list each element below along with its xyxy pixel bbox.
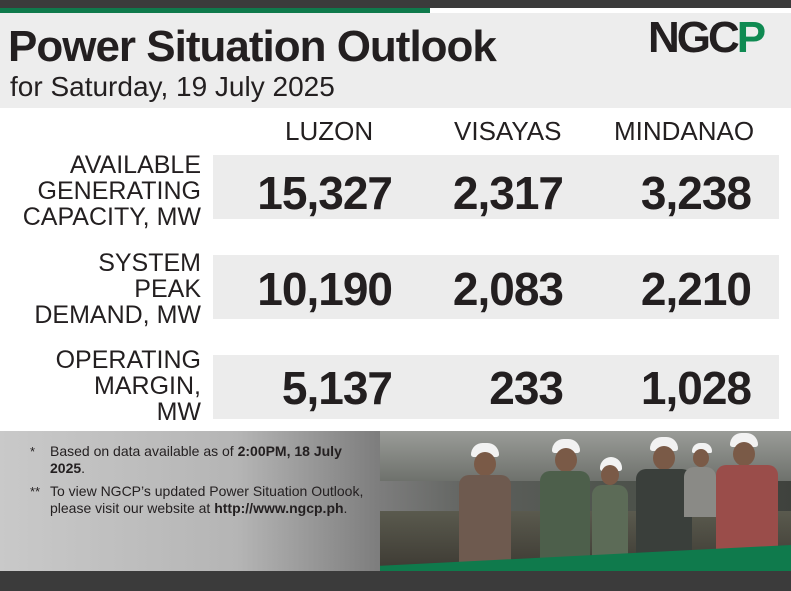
header: Power Situation Outlook for Saturday, 19… — [0, 13, 791, 108]
row-label-peak-demand: SYSTEM PEAK DEMAND, MW — [0, 250, 201, 328]
top-green-accent — [0, 8, 430, 13]
row-label-line: GENERATING — [37, 177, 201, 205]
row-label-line: MARGIN, — [94, 372, 201, 400]
footnote-mark: * — [30, 444, 36, 459]
value-operating-margin-visayas: 233 — [489, 362, 564, 414]
value-available-capacity-visayas: 2,317 — [452, 167, 564, 219]
row-label-line: SYSTEM — [98, 249, 201, 277]
footnote-text-end: . — [343, 500, 348, 516]
footnote-text: Based on data available as of — [50, 443, 238, 459]
logo-text-main: NGC — [648, 13, 740, 62]
row-label-line: CAPACITY, MW — [22, 203, 201, 231]
footnote-website: ** To view NGCP’s updated Power Situatio… — [30, 483, 370, 517]
page-title: Power Situation Outlook — [8, 22, 497, 71]
footnote-bold-date: 2:00PM, 18 July 2025 — [50, 443, 342, 476]
row-label-operating-margin: OPERATING MARGIN, MW — [0, 347, 201, 425]
top-bar — [0, 0, 791, 8]
footnote-text-end: . — [81, 460, 86, 476]
footnote-text: To view NGCP’s updated Power Situation O… — [50, 483, 364, 516]
row-label-line: MW — [156, 398, 201, 426]
footnotes: * Based on data available as of 2:00PM, … — [30, 443, 370, 523]
footnote-mark: ** — [30, 484, 41, 499]
value-operating-margin-luzon: 5,137 — [281, 362, 393, 414]
page-subtitle: for Saturday, 19 July 2025 — [10, 71, 335, 102]
value-peak-demand-visayas: 2,083 — [452, 263, 564, 315]
website-link[interactable]: http://www.ngcp.ph — [214, 500, 344, 516]
logo-text-accent: P — [736, 13, 766, 62]
footnote-data-time: * Based on data available as of 2:00PM, … — [30, 443, 370, 477]
row-label-line: PEAK — [134, 275, 201, 303]
bottom-bar — [0, 571, 791, 591]
column-header-mindanao: MINDANAO — [614, 116, 755, 146]
ngcp-logo: NGCP — [648, 16, 780, 60]
row-label-available-capacity: AVAILABLE GENERATING CAPACITY, MW — [0, 152, 201, 230]
row-band-available-capacity — [213, 155, 779, 219]
value-available-capacity-luzon: 15,327 — [257, 167, 393, 219]
value-available-capacity-mindanao: 3,238 — [640, 167, 752, 219]
row-label-line: DEMAND, MW — [34, 301, 201, 329]
column-header-luzon: LUZON — [285, 116, 374, 146]
row-band-peak-demand — [213, 255, 779, 319]
value-operating-margin-mindanao: 1,028 — [640, 362, 752, 414]
column-header-visayas: VISAYAS — [454, 116, 562, 146]
value-peak-demand-luzon: 10,190 — [257, 263, 393, 315]
row-label-line: AVAILABLE — [69, 151, 201, 179]
value-peak-demand-mindanao: 2,210 — [640, 263, 752, 315]
row-label-line: OPERATING — [55, 346, 201, 374]
row-band-operating-margin — [213, 355, 779, 419]
